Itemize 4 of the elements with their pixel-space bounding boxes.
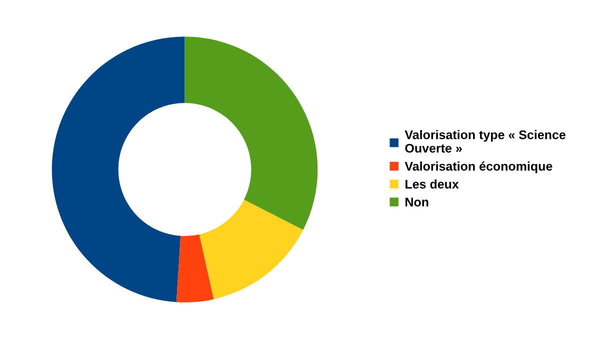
legend-label: Valorisation type « Science Ouverte »	[404, 130, 566, 153]
legend-label: Non	[406, 198, 428, 206]
legend-label: Les deux	[406, 179, 459, 189]
legend-label: Valorisation économique	[404, 161, 552, 174]
